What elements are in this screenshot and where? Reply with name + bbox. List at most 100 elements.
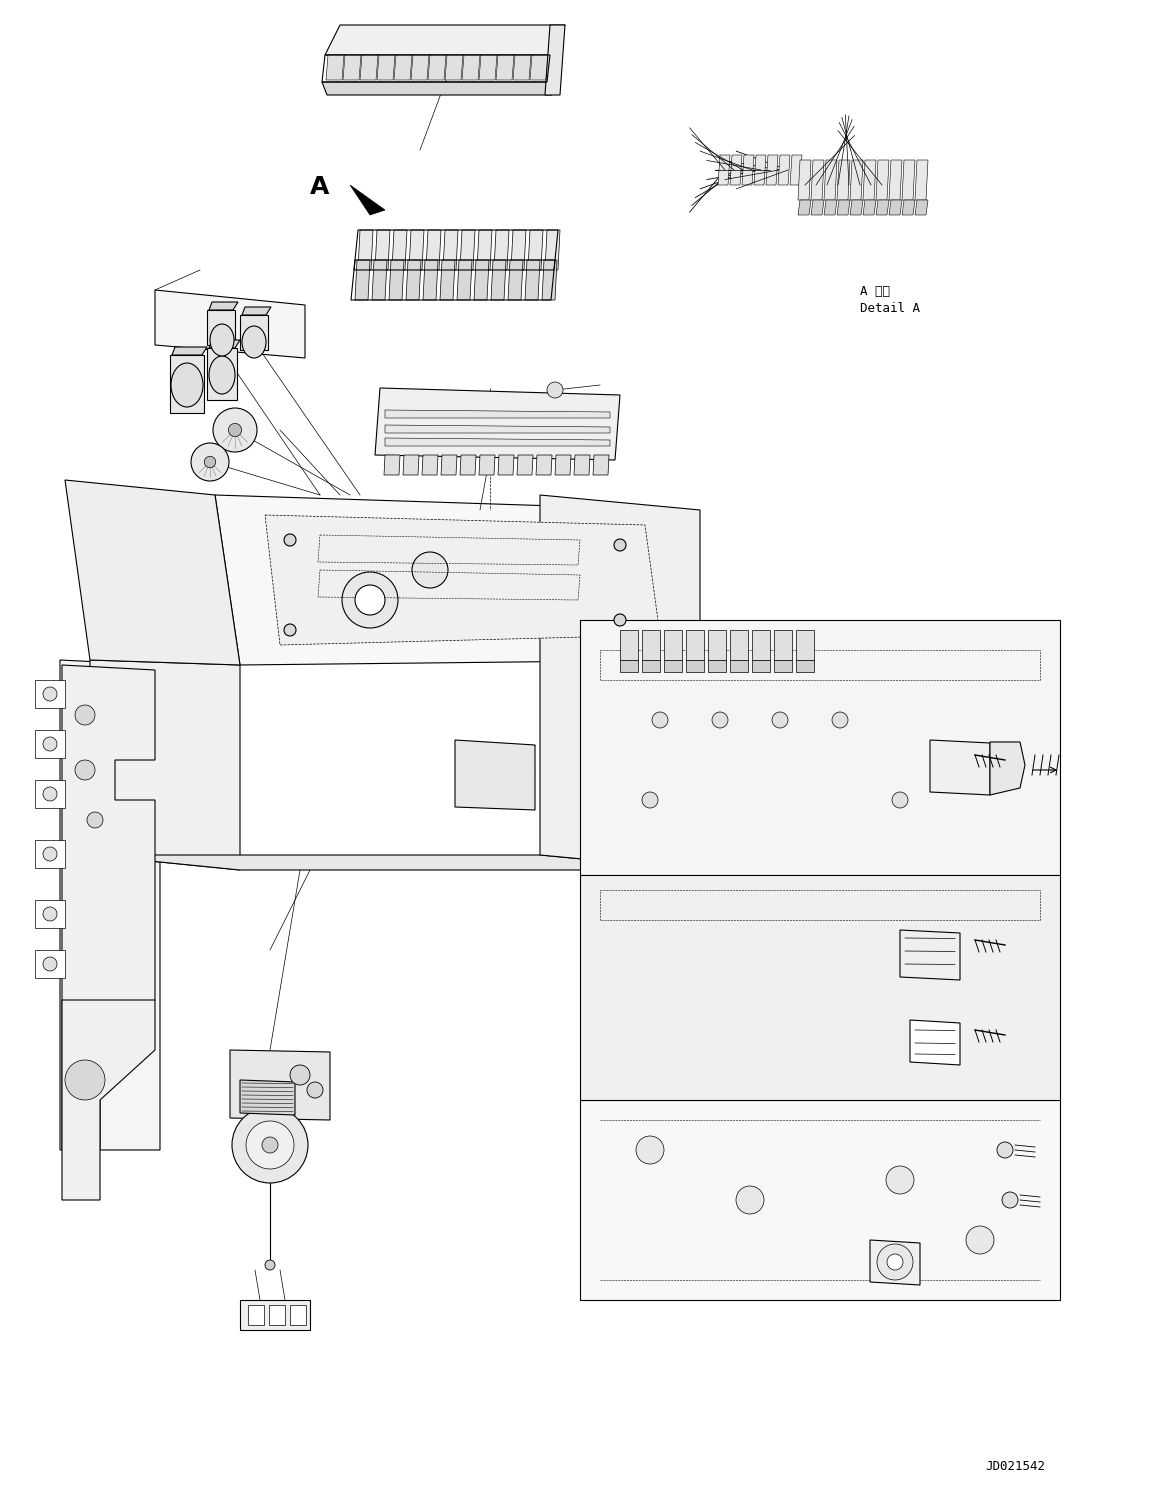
Polygon shape <box>404 455 419 475</box>
Polygon shape <box>686 661 704 673</box>
Polygon shape <box>580 875 1059 1100</box>
Polygon shape <box>324 25 565 55</box>
Polygon shape <box>361 55 378 80</box>
Circle shape <box>284 623 297 635</box>
Polygon shape <box>850 161 863 199</box>
Circle shape <box>231 1107 308 1183</box>
Polygon shape <box>461 231 475 269</box>
Polygon shape <box>475 260 488 301</box>
Polygon shape <box>620 661 638 673</box>
Polygon shape <box>752 629 770 661</box>
Circle shape <box>886 1167 914 1193</box>
Polygon shape <box>730 155 742 185</box>
Polygon shape <box>90 661 240 870</box>
Polygon shape <box>909 1019 959 1065</box>
Circle shape <box>997 1141 1013 1158</box>
Polygon shape <box>795 661 814 673</box>
Polygon shape <box>528 231 543 269</box>
Polygon shape <box>461 455 476 475</box>
Polygon shape <box>825 199 837 214</box>
Circle shape <box>247 1120 294 1170</box>
Polygon shape <box>207 310 235 345</box>
Polygon shape <box>479 455 495 475</box>
Polygon shape <box>35 949 65 978</box>
Circle shape <box>43 687 57 701</box>
Circle shape <box>736 1186 764 1214</box>
Polygon shape <box>230 1051 330 1120</box>
Polygon shape <box>343 55 361 80</box>
Polygon shape <box>498 455 514 475</box>
Polygon shape <box>536 455 552 475</box>
Circle shape <box>887 1254 902 1269</box>
Circle shape <box>712 711 728 728</box>
Polygon shape <box>269 1305 285 1324</box>
Circle shape <box>966 1226 994 1254</box>
Text: JD021542: JD021542 <box>985 1460 1046 1473</box>
Polygon shape <box>930 740 990 795</box>
Polygon shape <box>62 1000 155 1199</box>
Circle shape <box>205 457 215 467</box>
Polygon shape <box>511 231 526 269</box>
Circle shape <box>43 847 57 862</box>
Polygon shape <box>374 388 620 460</box>
Polygon shape <box>530 55 548 80</box>
Circle shape <box>832 711 848 728</box>
Polygon shape <box>708 629 726 661</box>
Polygon shape <box>915 199 928 214</box>
Polygon shape <box>642 629 659 661</box>
Polygon shape <box>775 661 792 673</box>
Polygon shape <box>495 55 514 80</box>
Polygon shape <box>441 455 457 475</box>
Circle shape <box>228 424 242 436</box>
Polygon shape <box>798 161 811 199</box>
Polygon shape <box>494 231 509 269</box>
Polygon shape <box>876 199 889 214</box>
Polygon shape <box>580 1100 1059 1301</box>
Polygon shape <box>686 629 704 661</box>
Circle shape <box>772 711 789 728</box>
Polygon shape <box>265 515 659 644</box>
Circle shape <box>290 1065 311 1085</box>
Polygon shape <box>445 55 463 80</box>
Polygon shape <box>35 780 65 808</box>
Polygon shape <box>240 1301 311 1330</box>
Polygon shape <box>409 231 424 269</box>
Text: Detail A: Detail A <box>859 302 920 315</box>
Polygon shape <box>730 629 748 661</box>
Polygon shape <box>900 930 959 981</box>
Polygon shape <box>355 260 370 301</box>
Polygon shape <box>795 629 814 661</box>
Circle shape <box>65 1059 105 1100</box>
Polygon shape <box>65 481 240 665</box>
Polygon shape <box>902 161 915 199</box>
Polygon shape <box>209 302 238 310</box>
Ellipse shape <box>171 363 204 408</box>
Polygon shape <box>209 339 240 348</box>
Polygon shape <box>377 55 395 80</box>
Polygon shape <box>426 231 441 269</box>
Polygon shape <box>242 307 271 315</box>
Polygon shape <box>322 82 552 95</box>
Polygon shape <box>35 731 65 757</box>
Circle shape <box>43 908 57 921</box>
Polygon shape <box>708 661 726 673</box>
Circle shape <box>412 552 448 588</box>
Polygon shape <box>423 260 438 301</box>
Circle shape <box>355 585 385 615</box>
Text: A: A <box>311 176 329 199</box>
Polygon shape <box>207 348 237 400</box>
Circle shape <box>642 792 658 808</box>
Polygon shape <box>545 25 565 95</box>
Polygon shape <box>35 680 65 708</box>
Polygon shape <box>915 161 928 199</box>
Polygon shape <box>811 199 825 214</box>
Polygon shape <box>620 629 638 661</box>
Polygon shape <box>730 661 748 673</box>
Polygon shape <box>863 161 876 199</box>
Polygon shape <box>358 231 373 269</box>
Polygon shape <box>664 661 682 673</box>
Polygon shape <box>385 437 611 446</box>
Polygon shape <box>491 260 506 301</box>
Polygon shape <box>240 315 267 350</box>
Polygon shape <box>580 620 1059 875</box>
